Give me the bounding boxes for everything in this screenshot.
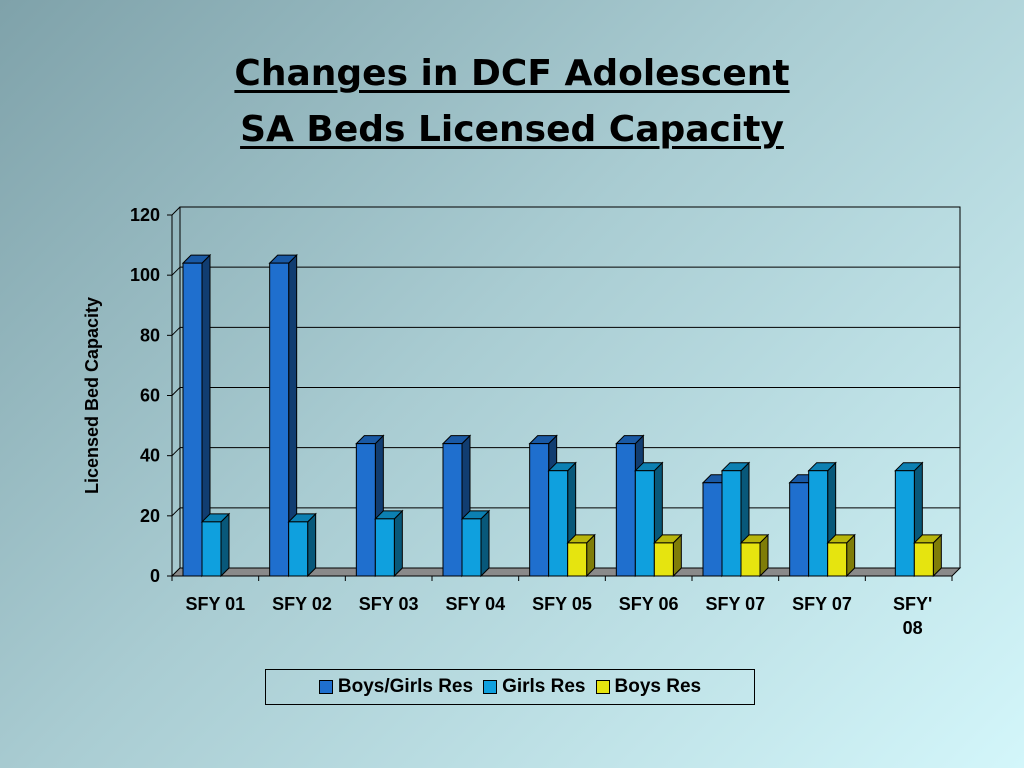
legend-item-girls: Girls Res xyxy=(483,676,586,698)
bar xyxy=(529,443,550,577)
gridline-side xyxy=(171,206,181,216)
bar xyxy=(461,518,482,577)
bar xyxy=(567,542,588,577)
gridline-side xyxy=(171,266,181,276)
bar xyxy=(269,262,290,577)
bar xyxy=(702,482,723,577)
gridline-side xyxy=(171,447,181,457)
bar xyxy=(201,521,222,577)
title-line-2: SA Beds Licensed Capacity xyxy=(240,109,784,150)
y-tick-label: 20 xyxy=(140,506,160,526)
legend-label-boys: Boys Res xyxy=(614,676,702,697)
x-tick-label: SFY 05 xyxy=(532,594,592,614)
y-tick-label: 100 xyxy=(130,265,160,285)
y-tick-label: 0 xyxy=(150,566,160,586)
gridline-side xyxy=(171,507,181,517)
bar xyxy=(827,542,848,577)
bar xyxy=(913,542,934,577)
bar xyxy=(182,262,203,577)
legend-swatch-boys-girls xyxy=(318,680,333,694)
title-line-1: Changes in DCF Adolescent xyxy=(234,53,790,94)
bar xyxy=(740,542,761,577)
bar xyxy=(288,521,309,577)
x-tick-label: SFY 03 xyxy=(359,594,419,614)
legend-label-girls: Girls Res xyxy=(502,676,586,697)
bar-side xyxy=(307,512,317,578)
x-tick-label: SFY 07 xyxy=(792,594,852,614)
y-tick-label: 40 xyxy=(140,446,160,466)
bar xyxy=(355,443,376,577)
chart-legend: Boys/Girls Res Girls Res Boys Res xyxy=(265,669,755,705)
bar xyxy=(548,470,569,577)
y-axis-label: Licensed Bed Capacity xyxy=(82,297,102,494)
x-tick-label: SFY' 08 xyxy=(893,594,932,638)
bar xyxy=(894,470,915,577)
legend-swatch-boys xyxy=(595,680,610,694)
bar xyxy=(789,482,810,577)
bar-side xyxy=(220,512,230,578)
legend-swatch-girls xyxy=(483,680,498,694)
bar-side xyxy=(393,509,403,578)
bar xyxy=(442,443,463,577)
y-tick-label: 80 xyxy=(140,325,160,345)
bar xyxy=(721,470,742,577)
x-tick-label-line: 08 xyxy=(903,618,923,638)
x-tick-label: SFY 07 xyxy=(705,594,765,614)
gridline-side xyxy=(171,326,181,336)
chart-title: Changes in DCF Adolescent SA Beds Licens… xyxy=(0,46,1024,158)
legend-item-boys: Boys Res xyxy=(595,676,702,698)
gridline-side xyxy=(171,387,181,396)
x-tick-label: SFY 02 xyxy=(272,594,332,614)
x-tick-label: SFY 01 xyxy=(185,594,245,614)
bar xyxy=(808,470,829,577)
bar xyxy=(653,542,674,577)
legend-label-boys-girls: Boys/Girls Res xyxy=(337,676,474,697)
bar-side xyxy=(480,509,490,578)
y-tick-label: 60 xyxy=(140,386,160,406)
x-tick-label: SFY 06 xyxy=(619,594,679,614)
x-tick-label: SFY 04 xyxy=(445,594,505,614)
bar xyxy=(374,518,395,577)
x-tick-label-line: SFY' xyxy=(893,594,932,614)
bar xyxy=(615,443,636,577)
y-tick-label: 120 xyxy=(130,205,160,225)
bar xyxy=(634,470,655,577)
legend-item-boys-girls: Boys/Girls Res xyxy=(318,676,474,698)
